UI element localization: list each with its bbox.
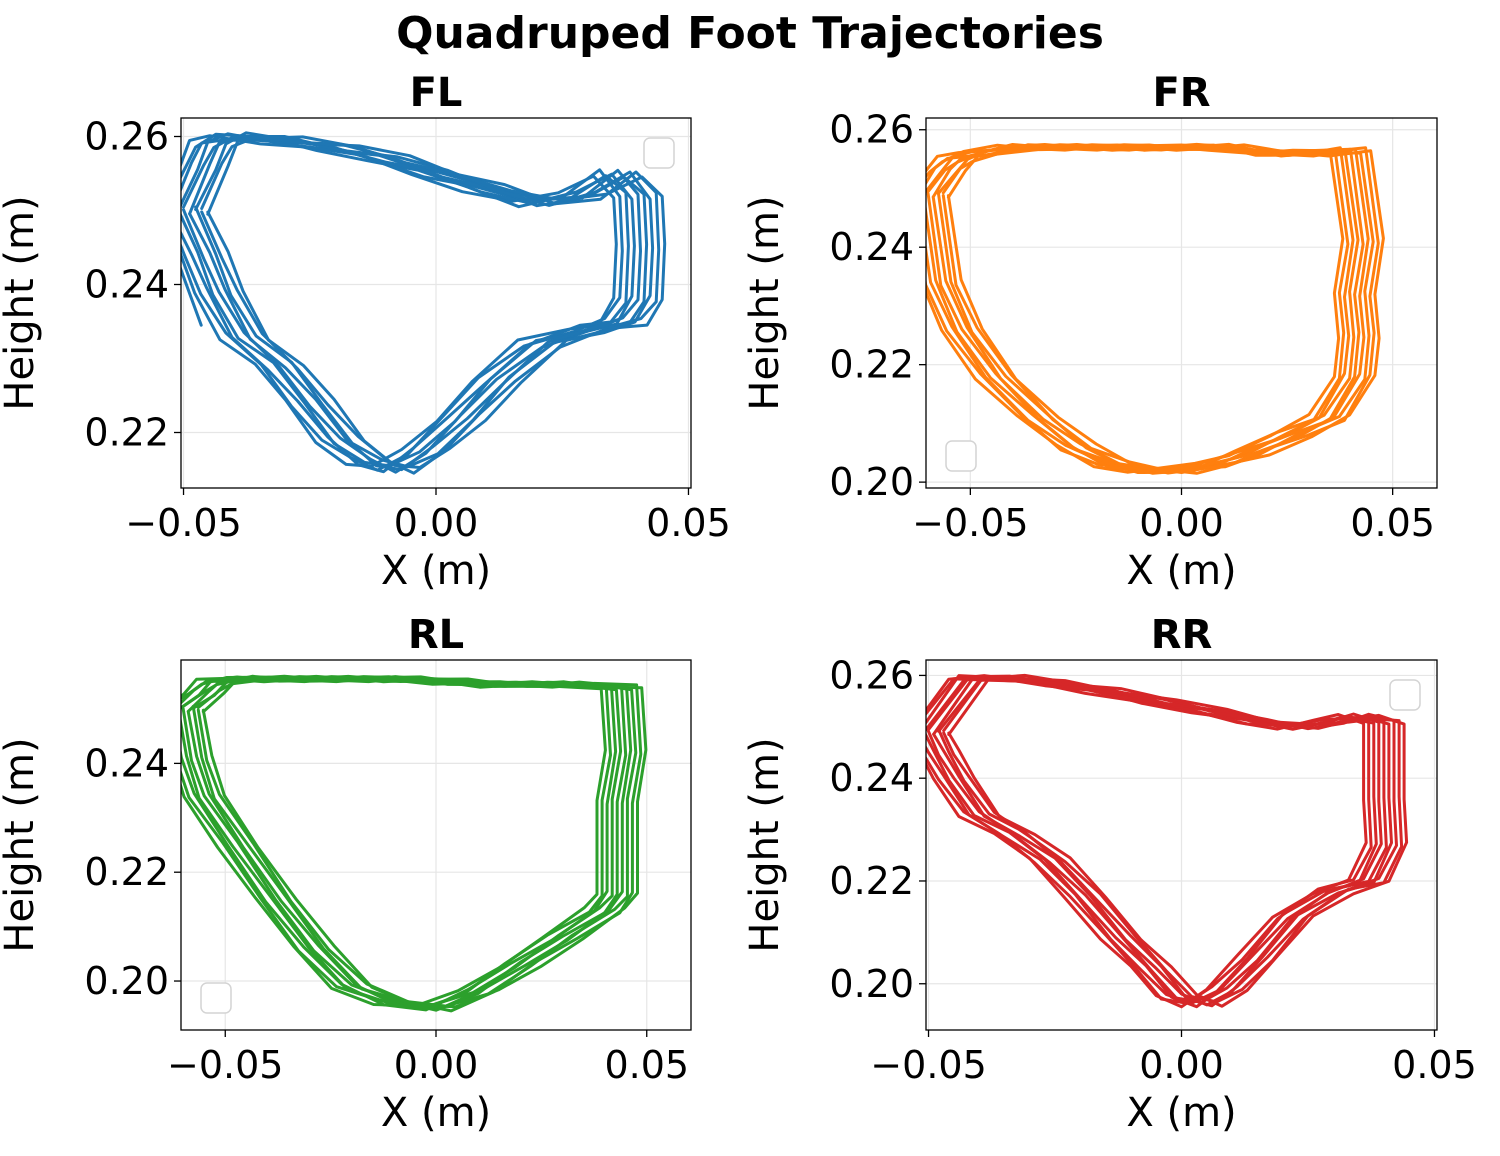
fl-legend xyxy=(643,137,675,169)
rr-xtick-label: −0.05 xyxy=(870,1043,986,1087)
rl-cycle-9 xyxy=(201,675,648,1009)
fl-cycle-9 xyxy=(206,135,667,469)
fl-y-axis-label: Height (m) xyxy=(0,195,43,410)
rl-x-axis-label: X (m) xyxy=(381,1090,491,1136)
rr-cycle-7 xyxy=(937,676,1398,1008)
rl-ytick-label: 0.20 xyxy=(84,959,169,1003)
rl-cycle-7 xyxy=(191,674,638,1008)
fl-ytick-label: 0.22 xyxy=(84,411,169,455)
fr-cycle-4 xyxy=(926,143,1360,472)
fl-cycle-7 xyxy=(194,131,655,469)
fl-trajectories xyxy=(181,131,667,475)
panel-fl: −0.05 0.00 0.05 0.22 0.24 0.26 FL X (m) Height (… xyxy=(0,70,731,594)
rr-trajectories xyxy=(926,673,1409,1009)
fl-ytick-label: 0.24 xyxy=(84,263,169,307)
rl-panel-title: RL xyxy=(408,612,464,658)
fr-y-axis-label: Height (m) xyxy=(742,195,788,410)
rl-cycle-5 xyxy=(181,674,628,1012)
fr-legend xyxy=(945,440,977,472)
rl-xtick-label: 0.00 xyxy=(394,1043,479,1087)
rr-y-axis-label: Height (m) xyxy=(742,737,788,952)
fl-cycle-6 xyxy=(188,137,649,472)
fr-xtick-label: 0.00 xyxy=(1139,501,1224,545)
rl-cycle-8 xyxy=(196,675,643,1013)
rl-ytick-label: 0.22 xyxy=(84,850,169,894)
fr-cycle-8 xyxy=(941,142,1380,475)
rr-x-axis-label: X (m) xyxy=(1126,1090,1236,1136)
fr-ytick-label: 0.22 xyxy=(829,343,914,387)
rr-panel-title: RR xyxy=(1151,612,1213,658)
rl-trajectories xyxy=(181,674,648,1013)
fr-cycle-5 xyxy=(926,143,1365,474)
fr-ytick-label: 0.24 xyxy=(829,225,914,269)
fr-xtick-label: −0.05 xyxy=(912,501,1028,545)
fr-cycle-2 xyxy=(926,143,1350,473)
fl-xtick-label: −0.05 xyxy=(125,501,241,545)
rr-cycle-2 xyxy=(926,677,1373,1005)
rr-ytick-label: 0.24 xyxy=(829,756,914,800)
fl-cycle-3 xyxy=(181,138,630,474)
rr-legend xyxy=(1389,679,1421,711)
fl-x-axis-label: X (m) xyxy=(381,548,491,594)
panel-fr: −0.05 0.00 0.05 0.20 0.22 0.24 0.26 FR X (m) Heig… xyxy=(742,70,1438,594)
fr-ytick-label: 0.20 xyxy=(829,460,914,504)
fr-ytick-label: 0.26 xyxy=(829,108,914,152)
rl-y-axis-label: Height (m) xyxy=(0,737,43,952)
rr-cycle-9 xyxy=(947,673,1409,1008)
fl-xtick-label: 0.00 xyxy=(394,501,479,545)
fl-cycle-1 xyxy=(181,134,618,468)
fr-panel-title: FR xyxy=(1152,70,1210,116)
fl-ytick-label: 0.26 xyxy=(84,115,169,159)
rl-ytick-label: 0.24 xyxy=(84,741,169,785)
fr-cycle-9 xyxy=(946,143,1385,475)
rr-xtick-label: 0.00 xyxy=(1139,1043,1224,1087)
fr-x-axis-label: X (m) xyxy=(1126,548,1236,594)
fl-panel-title: FL xyxy=(410,70,463,116)
rr-xtick-label: 0.05 xyxy=(1392,1043,1477,1087)
rr-ytick-label: 0.26 xyxy=(829,653,914,697)
rr-ytick-label: 0.20 xyxy=(829,962,914,1006)
panel-rr: −0.05 0.00 0.05 0.20 0.22 0.24 0.26 RR X (m) Heig… xyxy=(742,612,1477,1136)
fr-trajectories xyxy=(926,142,1385,475)
fr-xtick-label: 0.05 xyxy=(1350,501,1435,545)
fl-xtick-label: 0.05 xyxy=(646,501,731,545)
rl-xtick-label: 0.05 xyxy=(604,1043,689,1087)
fr-cycle-7 xyxy=(936,143,1375,471)
rl-xtick-label: −0.05 xyxy=(167,1043,283,1087)
fr-cycle-3 xyxy=(926,143,1355,474)
fl-cycle-4 xyxy=(181,132,636,468)
panel-rl: −0.05 0.00 0.05 0.20 0.22 0.24 RL X (m) Height (… xyxy=(0,612,692,1136)
rl-cycle-2 xyxy=(181,675,612,1011)
rr-ytick-label: 0.22 xyxy=(829,859,914,903)
figure-title: Quadruped Foot Trajectories xyxy=(396,8,1104,59)
rl-legend xyxy=(200,982,232,1014)
